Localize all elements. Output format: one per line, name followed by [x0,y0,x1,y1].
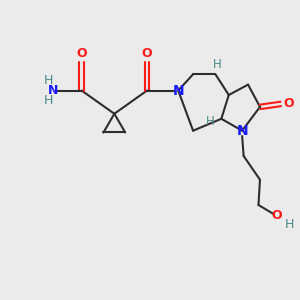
Text: O: O [142,47,152,61]
Text: O: O [283,98,293,110]
Text: H: H [44,94,53,107]
Text: O: O [76,47,87,61]
Text: H: H [206,115,214,128]
Text: H: H [284,218,294,231]
Text: H: H [44,74,53,87]
Text: N: N [236,124,248,138]
Text: N: N [48,84,58,97]
Text: H: H [213,58,222,71]
Text: O: O [271,209,282,222]
Text: N: N [172,84,184,98]
